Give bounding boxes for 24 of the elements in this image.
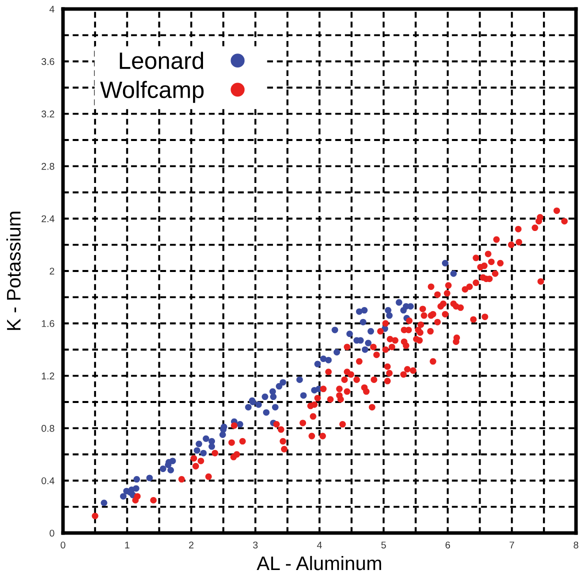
y-tick-label: 2.8 [42, 162, 54, 170]
y-tick-label: 3.2 [42, 110, 54, 118]
y-tick-label: 4 [49, 6, 54, 13]
y-tick-label: 0 [50, 530, 54, 537]
x-tick-label: 2 [189, 542, 194, 548]
legend-label: Wolfcamp [100, 80, 204, 103]
x-tick-label: 6 [446, 542, 450, 548]
x-tick-label: 0 [60, 542, 66, 548]
y-axis-title: K - Potassium [6, 212, 21, 330]
y-tick-label: 1.6 [42, 320, 54, 328]
x-tick-label: 5 [381, 542, 386, 548]
legend-label: Leonard [120, 52, 204, 70]
y-tick-label: 2 [50, 268, 54, 275]
y-tick-label: 1.2 [42, 372, 54, 380]
x-tick-label: 1 [125, 542, 130, 548]
y-tick-label: 0.8 [42, 424, 54, 432]
y-tick-label: 2.4 [42, 215, 54, 222]
y-tick-label: 3.6 [42, 58, 54, 66]
x-tick-label: 7 [510, 542, 514, 548]
x-axis-title: AL - Aluminum [256, 556, 382, 570]
x-tick-label: 4 [317, 542, 322, 548]
x-tick-label: 3 [253, 542, 258, 548]
x-tick-label: 8 [574, 542, 578, 548]
y-tick-label: 0.4 [42, 477, 54, 484]
